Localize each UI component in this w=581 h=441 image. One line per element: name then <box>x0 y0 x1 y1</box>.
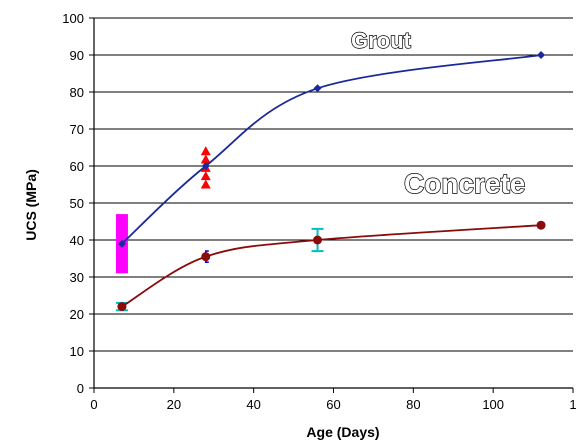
point-concrete-0 <box>117 302 127 312</box>
series-label-grout: Grout <box>351 28 412 53</box>
range-triangle <box>200 154 211 164</box>
series-label-concrete: Concrete <box>404 168 525 199</box>
x-tick-label: 100 <box>482 397 504 412</box>
y-tick-label: 80 <box>70 85 84 100</box>
y-tick-label: 60 <box>70 159 84 174</box>
x-tick-label: 40 <box>246 397 260 412</box>
x-tick-label: 60 <box>326 397 340 412</box>
range-triangle <box>200 171 211 181</box>
y-axis-title: UCS (MPa) <box>23 169 39 241</box>
y-tick-label: 10 <box>70 344 84 359</box>
range-triangle <box>200 179 211 189</box>
y-tick-label: 90 <box>70 48 84 63</box>
point-grout-2 <box>313 84 322 93</box>
x-tick-label: 1 <box>569 397 576 412</box>
x-tick-label: 80 <box>406 397 420 412</box>
point-concrete-3 <box>536 220 546 230</box>
x-tick-label: 0 <box>90 397 97 412</box>
point-grout-0 <box>117 239 126 248</box>
y-tick-label: 70 <box>70 122 84 137</box>
y-tick-label: 50 <box>70 196 84 211</box>
data-marks <box>115 51 546 312</box>
range-triangle <box>200 146 211 156</box>
y-tick-label: 40 <box>70 233 84 248</box>
y-tick-label: 0 <box>77 381 84 396</box>
point-concrete-2 <box>313 235 323 245</box>
grid-lines <box>94 17 573 352</box>
x-axis-title: Age (Days) <box>306 424 379 440</box>
series-line-concrete <box>121 224 542 308</box>
point-grout-3 <box>537 51 546 59</box>
y-tick-label: 100 <box>62 11 84 26</box>
x-tick-label: 20 <box>167 397 181 412</box>
tick-labels: 0 10 20 30 40 50 60 70 80 90 100 0 20 40 60 80 100 1 <box>62 11 576 412</box>
axes <box>89 17 574 393</box>
y-tick-label: 20 <box>70 307 84 322</box>
point-grout-1 <box>201 162 210 170</box>
series-line-grout <box>121 54 542 245</box>
y-tick-label: 30 <box>70 270 84 285</box>
point-concrete-1 <box>201 252 211 262</box>
